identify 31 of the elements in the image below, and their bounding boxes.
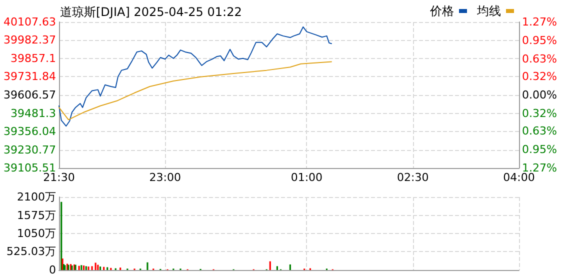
line-series (58, 26, 332, 127)
y2-tick-label: 0.63% (522, 52, 557, 66)
x-tick-label: 21:30 (43, 171, 75, 184)
y-tick-label: 1050万 (17, 227, 56, 240)
y-tick-label: 39481.3 (10, 106, 56, 120)
y2-tick-label: 0.95% (522, 143, 557, 156)
x-tick-label: 23:00 (149, 171, 182, 184)
x-tick-label: 04:00 (503, 171, 535, 184)
y-tick-label: 40107.63 (4, 16, 56, 28)
y-tick-label: 39731.84 (4, 70, 56, 84)
line-series (58, 61, 332, 120)
y-tick-label: 39230.77 (4, 143, 56, 156)
y-tick-label: 0 (49, 264, 56, 276)
y2-tick-label: 0.95% (522, 34, 557, 47)
x-tick-label: 01:00 (290, 171, 323, 184)
y-tick-label: 525.03万 (6, 245, 56, 258)
y-tick-label: 2100万 (17, 190, 56, 204)
y-tick-label: 39982.37 (4, 34, 56, 47)
legend-label: 价格 (429, 4, 454, 18)
y2-tick-label: 0.32% (522, 70, 557, 84)
y-tick-label: 39606.57 (4, 88, 56, 102)
y-tick-label: 39356.04 (4, 125, 56, 138)
y2-tick-label: 0.00% (522, 88, 557, 102)
y2-tick-label: 0.32% (522, 106, 557, 120)
chart-title: 道琼斯[DJIA] 2025-04-25 01:22 (60, 5, 242, 19)
y2-tick-label: 0.63% (522, 124, 557, 138)
legend-label: 均线 (476, 4, 501, 18)
y2-tick-label: 1.27% (522, 16, 557, 28)
x-tick-label: 02:30 (396, 171, 429, 184)
y-tick-label: 39857.1 (10, 52, 56, 65)
y-tick-label: 1575万 (17, 208, 56, 222)
